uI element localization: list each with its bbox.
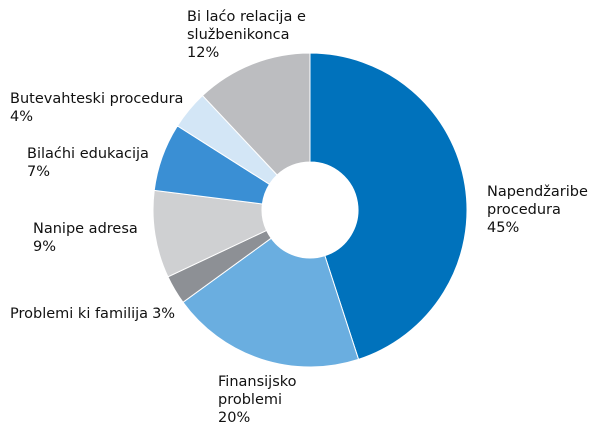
category-name: Problemi ki familija xyxy=(10,306,149,322)
segment-label: Problemi ki familija 3% xyxy=(10,305,210,323)
percent-label: 3% xyxy=(152,306,176,322)
percent-label: 4% xyxy=(10,109,34,125)
category-name: Nanipe adresa xyxy=(33,221,138,237)
percent-label: 12% xyxy=(187,45,220,61)
donut-segment xyxy=(309,52,468,360)
segment-label: Bi laćo relacija e službenikonca 12% xyxy=(187,8,317,62)
segment-label: Butevahteski procedura 4% xyxy=(10,90,200,126)
category-name: Finansijsko problemi xyxy=(218,374,297,408)
segment-label: Nanipe adresa 9% xyxy=(33,220,153,256)
percent-label: 20% xyxy=(218,410,251,426)
category-name: Napendžaribe i procedura xyxy=(487,184,589,218)
percent-label: 7% xyxy=(27,164,51,180)
percent-label: 45% xyxy=(487,220,520,236)
percent-label: 9% xyxy=(33,239,57,255)
segment-label: Napendžaribe i procedura 45% xyxy=(487,183,589,237)
donut-segment xyxy=(201,52,311,176)
category-name: Bi laćo relacija e službenikonca xyxy=(187,9,306,43)
category-name: Butevahteski procedura xyxy=(10,91,184,107)
segment-label: Finansijsko problemi 20% xyxy=(218,373,318,427)
segment-label: Bilaćhi edukacija 7% xyxy=(27,145,157,181)
category-name: Bilaćhi edukacija xyxy=(27,146,149,162)
